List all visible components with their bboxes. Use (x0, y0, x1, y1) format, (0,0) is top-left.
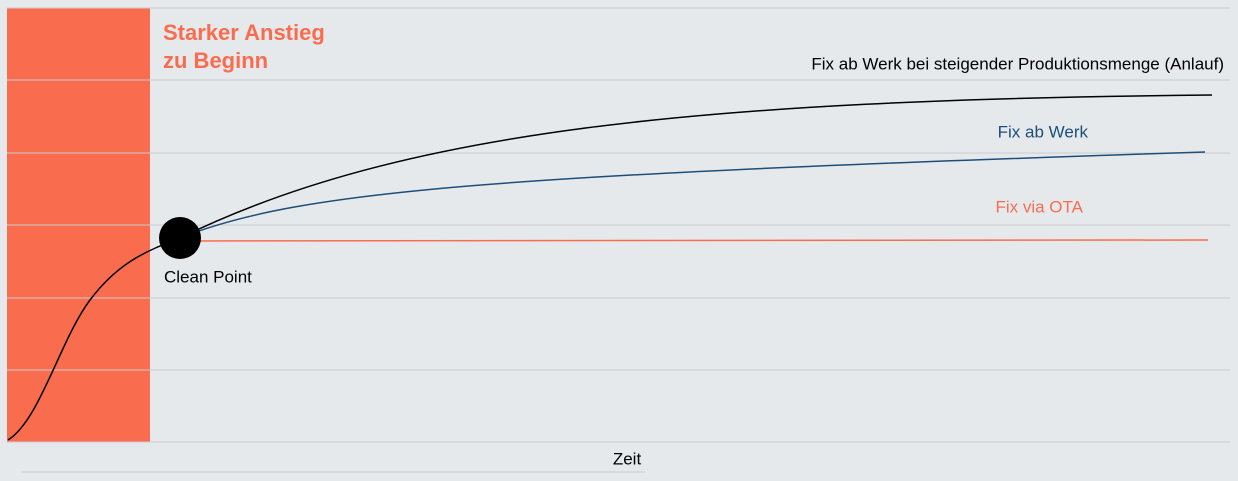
curve-label: Fix via OTA (995, 197, 1083, 216)
clean-point-marker (159, 217, 201, 259)
curve-anlauf (179, 94, 1213, 239)
x-axis-label: Zeit (613, 449, 642, 468)
curve-fix-ab-werk (179, 151, 1206, 239)
annotation-line: zu Beginn (163, 48, 268, 73)
annotation-line: Starker Anstieg (163, 20, 325, 45)
curve-fix-via-ota (179, 239, 1209, 242)
curve-label: Fix ab Werk bei steigender Produktionsme… (811, 54, 1224, 73)
clean-point-label: Clean Point (164, 267, 252, 286)
ramp-curve (7, 237, 181, 441)
curve-label: Fix ab Werk (998, 122, 1089, 141)
grid (7, 7, 1230, 473)
